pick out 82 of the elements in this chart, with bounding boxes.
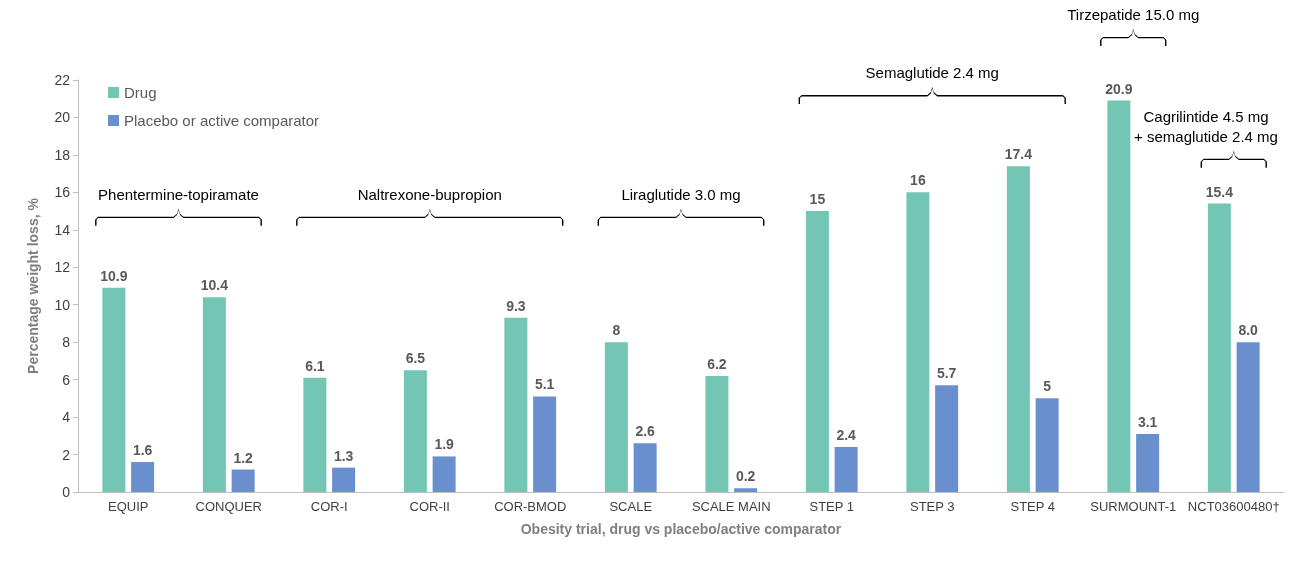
- x-tick-label: STEP 1: [809, 499, 855, 514]
- data-label: 15: [809, 191, 826, 208]
- y-tick-label: 8: [62, 334, 71, 351]
- x-tick-label: CONQUER: [195, 499, 262, 514]
- bar: [403, 370, 427, 492]
- bar: [935, 385, 959, 492]
- data-label: 0.2: [735, 468, 756, 485]
- data-label: 1.6: [132, 442, 153, 459]
- y-tick-label: 14: [54, 221, 71, 238]
- y-axis-title: Percentage weight loss, %: [25, 197, 41, 374]
- annotation: Semaglutide 2.4 mg: [865, 64, 999, 82]
- data-label: 8.0: [1238, 322, 1259, 339]
- bar: [533, 396, 557, 492]
- y-tick-label: 2: [62, 446, 71, 463]
- y-tick-label: 16: [54, 184, 71, 201]
- x-axis-title: Obesity trial, drug vs placebo/active comparator: [520, 521, 842, 537]
- bar: [734, 488, 758, 492]
- text: Tirzepatide 15.0 mg: [1067, 6, 1200, 24]
- x-tick-label: SCALE: [609, 499, 653, 514]
- x-tick-label: EQUIP: [108, 499, 149, 514]
- x-tick-label: STEP 4: [1010, 499, 1056, 514]
- y-tick-label: 0: [62, 484, 71, 500]
- bar: [805, 211, 829, 492]
- bar: [1136, 433, 1160, 492]
- annotation: Cagrilintide 4.5 mg + semaglutide 2.4 mg: [1134, 108, 1278, 146]
- bar: [1236, 342, 1260, 492]
- y-tick-label: 20: [54, 109, 71, 126]
- x-tick-label: COR-I: [310, 499, 348, 514]
- legend-label: Placebo or active comparator: [124, 112, 320, 129]
- data-label: 6.1: [305, 357, 325, 374]
- bar: [303, 377, 327, 492]
- bar: [633, 443, 657, 492]
- bar: [1207, 203, 1231, 492]
- data-label: 2.4: [836, 427, 857, 444]
- bar: [504, 317, 528, 492]
- data-label: 17.4: [1004, 146, 1033, 163]
- x-tick-label: STEP 3: [909, 499, 955, 514]
- data-label: 6.2: [707, 355, 727, 372]
- data-label: 10.4: [200, 277, 229, 294]
- data-label: 5.1: [534, 376, 555, 393]
- data-label: 5.7: [936, 365, 957, 382]
- annotation: Liraglutide 3.0 mg: [621, 186, 741, 204]
- data-label: 5: [1043, 378, 1052, 395]
- y-tick-label: 22: [54, 72, 71, 88]
- data-label: 15.4: [1205, 183, 1234, 200]
- bar: [131, 462, 155, 492]
- bar: [102, 287, 126, 492]
- x-tick-label: SCALE MAIN: [691, 499, 771, 514]
- data-label: 1.9: [434, 436, 455, 453]
- x-tick-label: NCT03600480†: [1187, 499, 1280, 514]
- bar: [834, 447, 858, 492]
- bar: [332, 467, 356, 492]
- bar: [1107, 100, 1131, 492]
- data-label: 16: [910, 172, 926, 189]
- data-label: 10.9: [100, 267, 128, 284]
- bar: [604, 342, 628, 492]
- bar: [906, 192, 930, 492]
- data-label: 8: [612, 322, 621, 339]
- y-tick-label: 10: [54, 296, 71, 313]
- data-label: 6.5: [405, 350, 426, 367]
- data-label: 2.6: [635, 423, 656, 440]
- bar: [202, 297, 226, 492]
- y-tick-label: 4: [62, 409, 71, 426]
- data-label: 20.9: [1105, 80, 1133, 97]
- legend-label: Drug: [124, 84, 157, 101]
- y-tick-label: 18: [54, 146, 71, 163]
- data-label: 1.3: [333, 447, 354, 464]
- y-tick-label: 6: [62, 371, 71, 388]
- annotation: Naltrexone-bupropion: [357, 186, 502, 204]
- x-tick-label: COR-BMOD: [494, 499, 567, 514]
- y-tick-label: 12: [54, 259, 71, 276]
- annotation: Phentermine-topiramate: [98, 186, 259, 204]
- x-tick-label: SURMOUNT-1: [1090, 499, 1177, 514]
- bar: [432, 456, 456, 492]
- data-label: 1.2: [233, 449, 254, 466]
- bar: [1006, 166, 1030, 492]
- bar: [231, 469, 255, 492]
- bar: [705, 375, 729, 492]
- x-tick-label: COR-II: [409, 499, 450, 514]
- bar: [1035, 398, 1059, 492]
- data-label: 9.3: [506, 297, 526, 314]
- data-label: 3.1: [1137, 413, 1158, 430]
